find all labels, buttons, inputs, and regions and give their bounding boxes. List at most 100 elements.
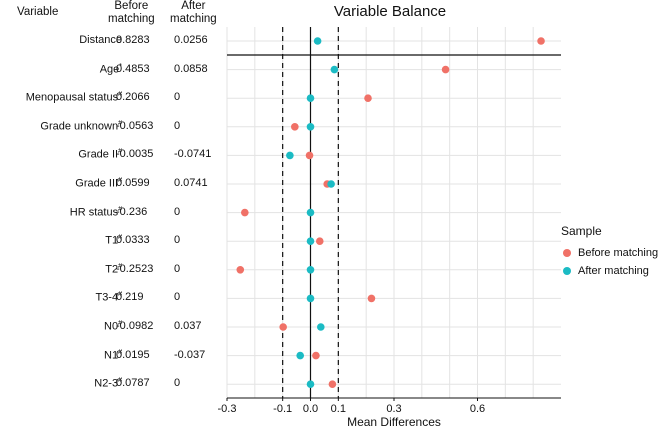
- after-matching-value: 0: [174, 91, 181, 104]
- before-matching-value: 0.0333: [116, 234, 150, 247]
- before-matching-swatch: [563, 249, 571, 257]
- variable-label-marker: #: [118, 320, 122, 327]
- after-matching-point: [316, 323, 325, 331]
- variable-label-marker: #: [118, 377, 122, 385]
- before-matching-value: 0.0195: [116, 348, 150, 361]
- variable-label: Distance: [12, 34, 122, 46]
- legend-label-before: Before matching: [578, 247, 659, 259]
- after-matching-swatch: [563, 267, 571, 275]
- data-points: [236, 37, 545, 389]
- variable-label: N0#: [12, 320, 122, 333]
- variable-label-marker: #: [118, 348, 122, 356]
- after-matching-point: [327, 180, 335, 188]
- variable-label-marker: #: [118, 177, 122, 184]
- before-matching-value: 0.8283: [116, 34, 150, 46]
- variable-label-text: Distance: [79, 34, 122, 46]
- x-tick-label: 0.6: [470, 403, 485, 415]
- variable-label-marker: #: [118, 234, 122, 242]
- variable-label-text: N0: [104, 320, 119, 333]
- variable-label-text: Age: [99, 63, 120, 76]
- after-matching-point: [313, 37, 322, 45]
- after-matching-point: [306, 266, 315, 274]
- x-tick-label: -0.3: [218, 403, 237, 415]
- variable-label-marker: #: [118, 119, 122, 127]
- after-matching-point: [306, 94, 315, 102]
- before-matching-point: [279, 323, 287, 331]
- before-matching-value: 0.2066: [116, 91, 150, 104]
- after-matching-value: 0: [174, 234, 181, 247]
- x-tick-label: 0.1: [331, 403, 346, 415]
- after-matching-value: -0.0741: [174, 148, 212, 161]
- x-tick-label: 0.3: [386, 403, 401, 415]
- variable-label: N2-3#: [12, 377, 122, 390]
- legend: Sample Before matching After matching: [561, 224, 658, 280]
- before-matching-point: [236, 266, 245, 274]
- variable-label-text: T1: [105, 234, 119, 247]
- before-matching-point: [291, 123, 299, 131]
- after-matching-column-header: After matching: [170, 0, 217, 26]
- variable-column-header: Variable: [17, 6, 59, 18]
- before-matching-value: 0.0787: [116, 377, 150, 390]
- before-matching-point: [328, 380, 337, 389]
- after-matching-value: 0.0741: [174, 177, 208, 189]
- variable-label: Menopausal status#: [12, 91, 122, 104]
- after-matching-value: 0: [174, 119, 181, 132]
- after-matching-value: -0.037: [174, 348, 206, 361]
- variable-label-text: HR status: [69, 206, 119, 219]
- legend-title: Sample: [561, 224, 602, 238]
- x-axis: -0.3 -0.1 0.0 0.1 0.3 0.6: [218, 397, 561, 415]
- x-axis-label: Mean Differences: [347, 415, 441, 429]
- after-matching-point: [330, 65, 339, 74]
- before-matching-value: -0.0035: [116, 148, 154, 161]
- before-matching-value: 0.219: [116, 291, 144, 304]
- x-tick-label: 0.0: [303, 403, 318, 415]
- before-header-line1: Before: [114, 0, 149, 12]
- after-header-line1: After: [181, 0, 206, 12]
- after-matching-point: [306, 380, 315, 389]
- before-matching-point: [305, 151, 314, 160]
- variable-label-text: N1: [104, 349, 119, 362]
- variable-label-text: T2: [105, 263, 119, 276]
- after-matching-value: 0: [174, 205, 181, 218]
- variable-label: T2#: [12, 263, 122, 276]
- before-matching-point: [367, 294, 376, 303]
- variable-label: Age*: [12, 63, 122, 76]
- after-matching-point: [306, 294, 315, 303]
- before-matching-point: [241, 208, 249, 217]
- before-header-line2: matching: [108, 13, 155, 25]
- after-matching-point: [296, 351, 305, 360]
- after-matching-point: [306, 123, 315, 131]
- before-matching-column-header: Before matching: [108, 0, 155, 26]
- variable-label-text: Grade unknown: [40, 120, 119, 133]
- variable-label-marker: #: [118, 91, 122, 99]
- gridlines: [226, 27, 561, 398]
- variable-label: Grade unknown#: [12, 120, 122, 133]
- after-matching-value: 0: [174, 377, 181, 390]
- legend-item-after: After matching: [561, 262, 658, 280]
- after-matching-value: 0.037: [174, 320, 202, 332]
- variable-label-text: T3-4: [95, 292, 119, 305]
- variable-label-marker: *: [119, 62, 122, 70]
- legend-label-after: After matching: [578, 265, 649, 277]
- variable-label: T3-4#: [12, 291, 122, 304]
- before-matching-value: 0.0599: [116, 177, 150, 189]
- before-matching-point: [315, 237, 324, 245]
- after-matching-value: 0.0256: [174, 34, 208, 46]
- before-matching-value: -0.0982: [116, 320, 154, 332]
- variable-label: T1#: [12, 234, 122, 247]
- chart-title: Variable Balance: [334, 3, 446, 20]
- variable-label-text: Grade II: [78, 149, 119, 162]
- variable-label-marker: #: [118, 205, 122, 213]
- before-matching-value: -0.236: [116, 205, 148, 218]
- legend-item-before: Before matching: [561, 244, 658, 262]
- after-matching-point: [306, 237, 315, 245]
- after-header-line2: matching: [170, 13, 217, 25]
- x-tick-label: -0.1: [273, 403, 292, 415]
- variable-label: HR status#: [12, 206, 122, 219]
- before-matching-point: [441, 65, 450, 74]
- after-matching-value: 0: [174, 262, 181, 275]
- variable-label: N1#: [12, 349, 122, 362]
- variable-label-text: N2-3: [94, 377, 119, 390]
